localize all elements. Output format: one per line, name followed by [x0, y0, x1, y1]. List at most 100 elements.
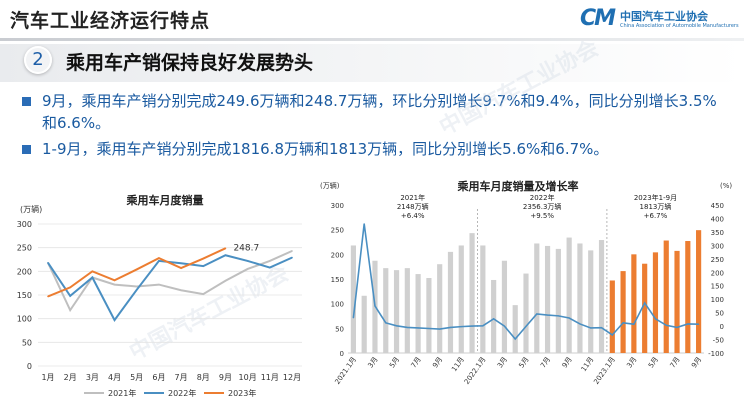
sales-bar	[480, 245, 486, 353]
x-tick-label: 3月	[86, 373, 99, 382]
data-point	[224, 254, 227, 257]
page-title: 汽车工业经济运行特点	[10, 10, 211, 32]
y-tick-label-right: 200	[711, 269, 724, 277]
data-point	[113, 319, 116, 321]
bullet-square-icon	[22, 145, 31, 154]
data-point	[291, 256, 293, 259]
growth-point	[449, 326, 452, 329]
y-tick-label-left: 300	[331, 202, 344, 210]
series-line	[47, 250, 293, 313]
sales-bar	[404, 268, 410, 353]
x-tick-label: 3月	[625, 356, 638, 370]
data-point	[158, 260, 160, 262]
x-tick-label: 6月	[152, 373, 165, 382]
data-point	[246, 260, 249, 262]
data-point	[113, 279, 116, 282]
growth-point	[395, 325, 398, 327]
data-point	[158, 283, 160, 286]
x-tick-label: 9月	[561, 356, 574, 370]
growth-point	[622, 322, 624, 324]
x-tick-label: 11月	[450, 356, 466, 374]
sales-bar	[696, 230, 702, 353]
x-tick-label: 5月	[647, 356, 660, 370]
x-tick-label: 3月	[366, 356, 379, 370]
x-tick-label: 12月	[283, 373, 301, 382]
sales-bar	[598, 240, 605, 353]
x-tick-label: 9月	[219, 373, 232, 382]
y-tick-label: 250	[17, 244, 32, 253]
legend-label: 2022年	[168, 388, 196, 398]
bullet-item: 1-9月，乘用车产销分别完成1816.8万辆和1813万辆，同比分别增长5.6%…	[22, 138, 722, 160]
sales-bar	[534, 243, 540, 353]
sales-bar	[350, 245, 356, 353]
period-growth: +6.7%	[644, 212, 668, 220]
growth-point	[557, 315, 559, 317]
y-tick-label-right: 350	[711, 229, 724, 237]
y-axis-label: (万辆)	[20, 204, 42, 214]
x-tick-label: 5月	[130, 373, 143, 382]
period-year: 2023年1-9月	[634, 193, 677, 202]
data-point	[91, 276, 94, 279]
x-tick-label: 4月	[108, 373, 121, 382]
sales-bar	[674, 250, 680, 353]
growth-point	[546, 314, 549, 316]
y-tick-label: 300	[17, 220, 32, 229]
legend-label: 2023年	[228, 388, 256, 398]
y-tick-label: 50	[22, 338, 32, 347]
data-point	[69, 286, 71, 289]
sales-bar	[512, 305, 518, 353]
chart-title: 乘用车月度销量	[126, 193, 204, 207]
growth-point	[536, 313, 538, 315]
sales-bar	[577, 243, 583, 353]
period-total: 1813万辆	[640, 202, 672, 211]
data-point	[180, 267, 182, 269]
header-divider	[0, 38, 744, 41]
y-tick-label: 150	[17, 291, 32, 300]
y-tick-label-right: 300	[711, 242, 724, 250]
x-tick-label: 8月	[197, 373, 210, 382]
sales-bar	[631, 254, 637, 353]
y-axis-label-right: (%)	[720, 182, 732, 190]
bullet-item: 9月，乘用车产销分别完成249.6万辆和248.7万辆，环比分别增长9.7%和9…	[22, 90, 722, 134]
sales-bar	[685, 241, 691, 353]
logo-text-cn: 中国汽车工业协会	[620, 10, 708, 23]
y-tick-label: 100	[17, 315, 32, 324]
sales-bar	[663, 240, 669, 353]
logo-text-en: China Association of Automobile Manufact…	[620, 23, 739, 29]
growth-point	[406, 326, 408, 329]
sales-bar	[544, 245, 551, 353]
sales-bar	[491, 279, 497, 353]
x-tick-label: 2月	[64, 373, 77, 382]
logo-mark: CM	[580, 6, 616, 31]
data-point	[91, 270, 94, 273]
growth-point	[579, 323, 581, 325]
data-point	[291, 250, 293, 252]
data-label: 248.7	[233, 243, 259, 253]
chart-title: 乘用车月度销量及增长率	[457, 179, 579, 193]
data-point	[135, 268, 138, 271]
growth-point	[698, 323, 700, 325]
x-tick-label: 1月	[41, 373, 54, 382]
bullet-text: 1-9月，乘用车产销分别完成1816.8万辆和1813万辆，同比分别增长5.6%…	[42, 140, 609, 158]
growth-point	[676, 326, 678, 329]
x-tick-label: 7月	[539, 356, 552, 370]
data-point	[135, 285, 138, 288]
sales-bar	[469, 233, 475, 353]
x-tick-label: 11月	[580, 356, 596, 374]
y-tick-label-right: 400	[711, 215, 724, 223]
period-growth: +9.5%	[530, 212, 554, 220]
sales-bar	[383, 268, 389, 353]
growth-point	[600, 327, 603, 329]
growth-point	[633, 323, 635, 325]
growth-point	[503, 325, 506, 327]
sales-bar	[620, 271, 626, 353]
growth-point	[385, 322, 387, 324]
x-tick-label: 5月	[518, 356, 531, 370]
y-tick-label-right: -100	[708, 350, 724, 358]
y-tick-label-left: 150	[331, 276, 344, 284]
x-tick-label: 3月	[496, 356, 509, 370]
data-point	[158, 257, 160, 259]
x-tick-label: 2022.1月	[463, 356, 488, 386]
growth-point	[363, 223, 365, 225]
growth-point	[654, 318, 657, 320]
